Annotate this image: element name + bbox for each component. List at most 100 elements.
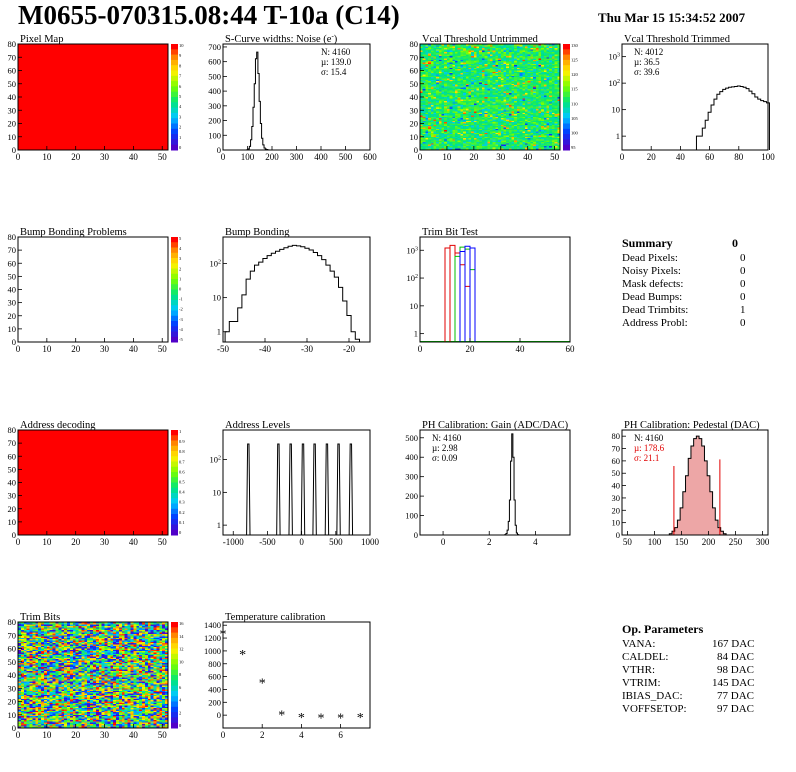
chart-title: Vcal Threshold Trimmed (624, 34, 731, 45)
y-tick-label: 80 (8, 617, 17, 627)
y-tick-label: 200 (208, 697, 221, 707)
x-tick-label: 10 (42, 152, 52, 162)
colorbar-tick-label: -3 (179, 317, 183, 322)
colorbar-tick-label: 14 (179, 634, 184, 639)
histogram-bar (253, 107, 254, 150)
y-tick-label: 60 (410, 66, 419, 76)
y-tick-label: 10 (8, 710, 17, 720)
colorbar-tick-label: 130 (571, 43, 579, 48)
scatter-point: * (357, 711, 364, 726)
op-param-value: 145 DAC (712, 677, 755, 689)
histogram-bar (718, 528, 721, 535)
y-tick-label: 400 (405, 452, 418, 462)
op-param-label: VANA: (622, 638, 656, 650)
page-title: M0655-070315.08:44 T-10a (C14) (18, 0, 400, 30)
colorbar-tick-label: 0 (179, 723, 182, 728)
summary-label: Mask defects: (622, 278, 684, 290)
y-tick-label: 0 (414, 145, 418, 155)
colorbar-tick-label: 0 (179, 530, 182, 535)
y-tick-label: 80 (612, 431, 621, 441)
y-tick-label: 0 (616, 530, 620, 540)
histogram-line (668, 435, 727, 535)
colorbar-tick-label: 8 (179, 672, 182, 677)
scatter-point: * (318, 711, 325, 726)
y-tick-label: 103 (609, 52, 621, 62)
histogram-fill (669, 436, 727, 535)
summary-value: 1 (740, 304, 746, 316)
y-tick-label: 80 (410, 39, 419, 49)
summary-total: 0 (732, 236, 738, 250)
x-tick-label: 200 (265, 152, 279, 162)
stats-box-bg (426, 432, 476, 466)
histogram-bar (507, 530, 508, 535)
y-tick-label: 70 (8, 52, 17, 62)
x-tick-label: 0 (16, 730, 21, 740)
colorbar-tick-label: 4 (179, 104, 182, 109)
histogram-bar (677, 520, 680, 535)
colorbar-tick-label: 3 (179, 114, 182, 119)
y-tick-label: 400 (208, 684, 221, 694)
x-tick-label: 100 (241, 152, 255, 162)
plot-frame (222, 236, 371, 343)
x-tick-label: -50 (217, 344, 229, 354)
x-tick-label: 40 (129, 537, 139, 547)
page-date: Thu Mar 15 15:34:52 2007 (598, 10, 746, 25)
histogram-bar (512, 434, 513, 535)
summary-value: 0 (740, 278, 746, 290)
x-tick-label: 0 (16, 344, 21, 354)
x-tick-label: 10 (42, 537, 52, 547)
y-tick-label: 40 (8, 92, 17, 102)
x-tick-label: 20 (71, 344, 81, 354)
y-tick-label: 0 (12, 145, 16, 155)
x-tick-label: 60 (566, 344, 576, 354)
x-tick-label: 40 (676, 152, 686, 162)
y-tick-label: 60 (8, 644, 17, 654)
histogram-bar (704, 461, 707, 535)
y-tick-label: 10 (213, 487, 222, 497)
x-tick-label: 100 (761, 152, 775, 162)
scatter-point: * (298, 711, 305, 726)
op-param-label: VOFFSETOP: (622, 703, 687, 715)
x-tick-label: 20 (71, 537, 81, 547)
y-tick-label: 20 (8, 119, 17, 129)
x-tick-label: 300 (290, 152, 304, 162)
x-tick-label: 6 (338, 730, 343, 740)
plot-area (668, 435, 727, 535)
x-tick-label: 40 (129, 730, 139, 740)
summary-label: Dead Pixels: (622, 252, 678, 264)
plot-frame (17, 621, 169, 729)
colorbar-tick-label: 0 (179, 145, 182, 150)
histogram-bar (259, 101, 260, 150)
trim-series-line (440, 244, 471, 343)
summary-value: 0 (740, 252, 746, 264)
y-tick-label: 0 (217, 710, 221, 720)
y-tick-label: 70 (410, 52, 419, 62)
y-tick-label: 400 (208, 86, 221, 96)
colorbar-tick-label: 100 (571, 130, 579, 135)
plot-area (246, 51, 271, 151)
y-tick-label: 50 (8, 464, 17, 474)
histogram-bar (715, 520, 718, 535)
histogram-bar (249, 146, 250, 150)
histogram-bar (263, 145, 264, 150)
y-tick-label: 60 (8, 451, 17, 461)
y-tick-label: 70 (612, 444, 621, 454)
trim-series-line (450, 246, 476, 343)
y-tick-label: 102 (609, 78, 621, 88)
x-tick-label: 100 (648, 537, 662, 547)
x-tick-label: 2 (487, 537, 492, 547)
x-tick-label: 30 (100, 152, 110, 162)
y-tick-label: 102 (407, 273, 419, 283)
histogram-bar (252, 126, 253, 150)
x-tick-label: 40 (129, 152, 139, 162)
x-tick-label: 0 (441, 537, 446, 547)
y-tick-exponent: 2 (218, 260, 221, 266)
y-tick-label: 10 (8, 324, 17, 334)
plot-frame (222, 429, 371, 536)
plot-area (18, 44, 168, 150)
colorbar-tick-label: 105 (571, 116, 579, 121)
plot-frame (17, 236, 169, 343)
